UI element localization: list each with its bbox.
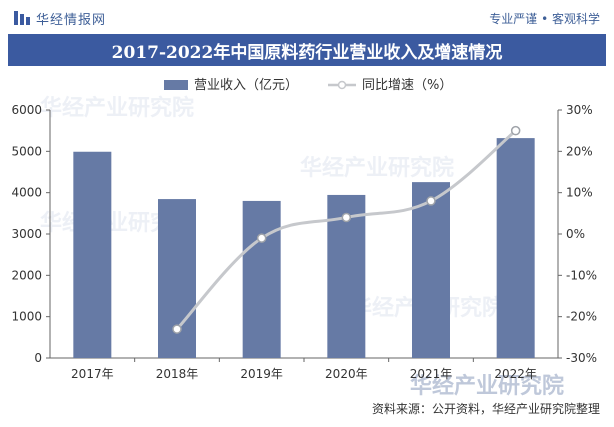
bar [242, 200, 281, 358]
growth-point [510, 125, 521, 136]
bar [158, 199, 196, 358]
source-note: 资料来源：公开资料，华经产业研究院整理 [371, 402, 600, 416]
y-left-tick-label: 0 [34, 351, 42, 365]
x-tick-label: 2017年 [71, 367, 114, 381]
x-tick-label: 2022年 [494, 367, 537, 381]
growth-point [256, 233, 267, 243]
growth-point [426, 196, 436, 206]
brand[interactable]: 华经情报网 [14, 10, 107, 28]
logo-icon [14, 11, 30, 25]
chart: 营业收入（亿元） 同比增速（%） 0 1000 2000 3000 4000 5000 60… [11, 78, 597, 381]
legend-line-marker [337, 80, 347, 90]
legend-label-growth: 同比增速（%） [362, 78, 452, 93]
y-right-tick-label: 10% [566, 186, 593, 200]
x-tick-label: 2020年 [325, 367, 368, 381]
bar [496, 138, 535, 358]
bar [412, 182, 450, 358]
y-left-tick-label: 3000 [11, 227, 42, 241]
y-right-tick-label: -10% [566, 268, 597, 282]
x-tick-label: 2021年 [410, 367, 453, 381]
x-tick-label: 2018年 [156, 367, 199, 381]
growth-point [172, 324, 182, 334]
brand-name: 华经情报网 [36, 12, 107, 28]
axes: 0 1000 2000 3000 4000 5000 6000 -30% -20% -10% 0% 1… [11, 103, 597, 381]
growth-point [341, 212, 352, 223]
tagline: 专业严谨 • 客观科学 [489, 12, 600, 26]
y-left-tick-label: 5000 [11, 144, 42, 158]
x-tick-label: 2019年 [240, 367, 283, 381]
chart-title: 2017-2022年中国原料药行业营业收入及增速情况 [8, 34, 606, 66]
top-bar: 华经情报网 专业严谨 • 客观科学 [0, 0, 614, 34]
y-right-tick-label: 30% [566, 103, 593, 117]
y-left-tick-label: 4000 [11, 186, 42, 200]
y-right-tick-label: 0% [566, 227, 585, 241]
growth-line [172, 125, 521, 334]
bar [73, 151, 112, 358]
bars [73, 138, 535, 358]
y-left-tick-label: 2000 [11, 268, 42, 282]
y-right-tick-label: -20% [566, 310, 597, 324]
legend-bar-swatch [164, 80, 188, 90]
y-left-tick-label: 6000 [11, 103, 42, 117]
y-left-tick-label: 1000 [11, 310, 42, 324]
y-right-tick-label: -30% [566, 351, 597, 365]
legend: 营业收入（亿元） 同比增速（%） [164, 78, 452, 93]
y-right-tick-label: 20% [566, 144, 593, 158]
legend-label-revenue: 营业收入（亿元） [194, 78, 298, 93]
